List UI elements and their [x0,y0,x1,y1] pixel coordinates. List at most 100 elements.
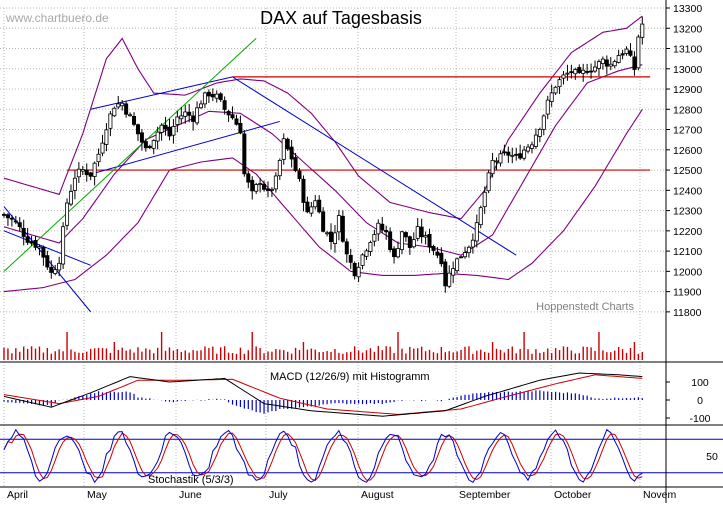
candle-body [25,236,30,243]
candle-body [210,93,215,98]
price-tick-label: 12700 [673,125,702,137]
candle-body [600,58,605,65]
candle-body [565,72,570,75]
candle-body [96,153,101,163]
candle-body [120,102,125,107]
price-tick-label: 13200 [673,23,702,35]
candle-body [21,227,26,237]
candle-body [352,263,357,277]
candle-body [104,129,109,145]
candle-body [403,232,408,238]
price-tick-label: 11800 [673,307,702,319]
candle-body [632,56,637,70]
candle-body [273,175,278,190]
candle-body [128,114,133,117]
candle-body [620,53,625,56]
candle-body [577,67,582,73]
candle-body [612,61,617,67]
candle-body [636,36,641,69]
stochastic-tick-label: 50 [706,451,718,463]
candle-body [526,146,531,152]
month-label: April [7,489,28,501]
candle-body [344,241,349,255]
candle-body [293,157,298,171]
horizontal-levels [67,76,651,171]
stochastic-panel [0,428,723,484]
candle-body [195,107,200,124]
candle-body [179,115,184,120]
candle-body [604,59,609,67]
candle-body [163,124,168,130]
candle-body [285,138,290,150]
month-label: Novem [643,489,677,501]
candle-body [214,93,219,99]
candle-body [348,255,353,263]
candle-body [545,99,550,115]
candle-body [384,230,389,233]
price-tick-label: 12600 [673,145,702,157]
source-label: Hoppenstedt Charts [536,301,634,313]
candle-body [226,110,231,116]
candle-body [640,23,645,38]
candle-body [451,268,456,276]
candle-body [561,74,566,79]
month-label: June [179,489,202,501]
candle-body [502,151,507,154]
candle-body [13,220,18,223]
candle-body [459,256,464,259]
candle-body [9,217,14,220]
trend-line [90,76,233,110]
candle-body [199,103,204,109]
price-tick-label: 13000 [673,64,702,76]
macd-signal-line [3,374,643,415]
candle-body [281,138,286,160]
candle-body [423,235,428,238]
candle-body [593,66,598,72]
candle-body [37,246,42,249]
candle-body [455,258,460,272]
candle-body [490,159,495,175]
candle-body [5,214,10,219]
candle-body [206,91,211,97]
candle-body [396,248,401,258]
axis-labels: April May June July August September October No… [7,3,718,501]
candle-body [439,252,444,265]
candle-body [419,226,424,238]
candle-body [329,231,334,242]
month-label: September [459,489,511,501]
candle-body [65,202,70,226]
candle-body [332,232,337,244]
candle-body [191,115,196,122]
candle-body [573,69,578,75]
candle-body [368,242,373,252]
candle-body [297,170,302,180]
candle-body [518,153,523,159]
macd-tick-label: 0 [697,395,703,407]
candle-body [317,199,322,213]
stochastic-label: Stochastik (5/3/3) [148,474,234,486]
candle-body [33,240,38,248]
bollinger-middle [3,64,643,256]
candle-body [88,172,93,177]
macd-tick-label: 100 [691,377,709,389]
candle-body [183,111,188,117]
price-tick-label: 12400 [673,185,702,197]
candle-body [549,92,554,102]
candle-body [301,178,306,203]
candle-body [116,103,121,108]
candle-body [155,131,160,142]
price-tick-label: 12800 [673,104,702,116]
candle-body [258,183,263,185]
candle-body [498,153,503,164]
candle-body [234,118,239,125]
price-tick-label: 11900 [673,287,702,299]
candle-body [486,172,491,192]
candle-body [147,145,152,148]
price-tick-label: 13300 [673,3,702,15]
month-label: October [554,489,592,501]
candle-body [49,266,54,273]
candle-body [76,168,81,178]
candle-body [340,215,345,242]
candle-body [57,262,62,271]
candle-body [159,124,164,133]
